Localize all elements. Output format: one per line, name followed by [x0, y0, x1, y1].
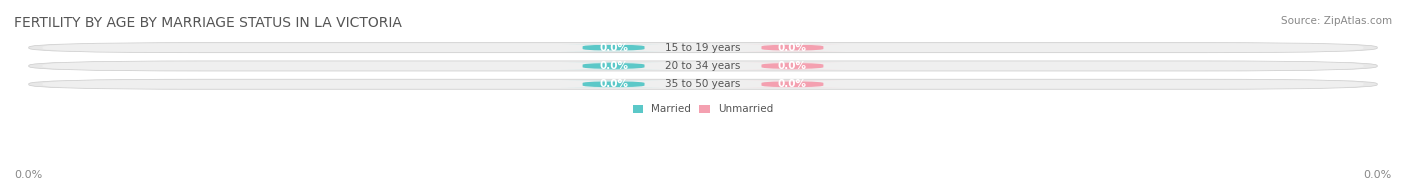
Text: 0.0%: 0.0% [599, 61, 628, 71]
FancyBboxPatch shape [28, 43, 1378, 53]
Legend: Married, Unmarried: Married, Unmarried [628, 100, 778, 118]
Text: 0.0%: 0.0% [778, 61, 807, 71]
Text: FERTILITY BY AGE BY MARRIAGE STATUS IN LA VICTORIA: FERTILITY BY AGE BY MARRIAGE STATUS IN L… [14, 16, 402, 30]
FancyBboxPatch shape [42, 62, 1364, 70]
Text: 0.0%: 0.0% [599, 43, 628, 53]
Text: 0.0%: 0.0% [778, 79, 807, 89]
FancyBboxPatch shape [562, 63, 665, 69]
FancyBboxPatch shape [562, 81, 665, 88]
Text: 0.0%: 0.0% [599, 79, 628, 89]
Text: 0.0%: 0.0% [14, 170, 42, 180]
Text: 35 to 50 years: 35 to 50 years [665, 79, 741, 89]
FancyBboxPatch shape [42, 80, 1364, 89]
FancyBboxPatch shape [741, 63, 844, 69]
FancyBboxPatch shape [562, 44, 665, 51]
Text: Source: ZipAtlas.com: Source: ZipAtlas.com [1281, 16, 1392, 26]
Text: 15 to 19 years: 15 to 19 years [665, 43, 741, 53]
FancyBboxPatch shape [741, 44, 844, 51]
Text: 0.0%: 0.0% [778, 43, 807, 53]
FancyBboxPatch shape [28, 79, 1378, 89]
FancyBboxPatch shape [741, 81, 844, 88]
FancyBboxPatch shape [42, 43, 1364, 52]
FancyBboxPatch shape [28, 61, 1378, 71]
Text: 20 to 34 years: 20 to 34 years [665, 61, 741, 71]
Text: 0.0%: 0.0% [1364, 170, 1392, 180]
